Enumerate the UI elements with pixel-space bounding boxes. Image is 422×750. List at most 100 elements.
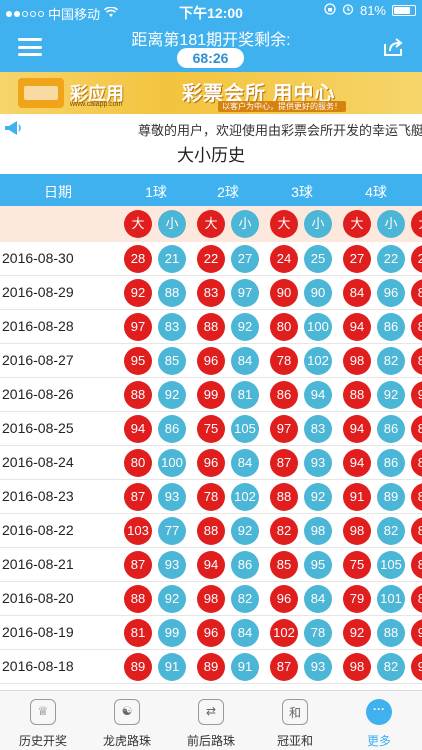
small-count-ball: 92 (377, 381, 405, 409)
big-count-ball: 97 (124, 313, 152, 341)
menu-button[interactable] (18, 38, 42, 56)
small-count-ball: 21 (158, 245, 186, 273)
big-count-ball: 75 (197, 415, 225, 443)
tab-dragon-tiger[interactable]: ☯ 龙虎路珠 (85, 691, 169, 750)
small-count-ball: 105 (231, 415, 259, 443)
big-count-ball: 86 (270, 381, 298, 409)
tab-trophy[interactable]: ♕ 历史开奖 (1, 691, 85, 750)
top-bar: 中国移动 下午12:00 81% 距离第181期开奖剩余: 68:26 (0, 0, 422, 72)
banner-slogan: 彩票会所 用中心 (182, 83, 336, 105)
status-bar: 中国移动 下午12:00 81% (0, 0, 422, 22)
megaphone-icon (5, 121, 21, 135)
column-header-ball-4: 4球 (365, 184, 387, 200)
carrier-signal: 中国移动 (6, 4, 119, 23)
small-count-ball: 93 (304, 449, 332, 477)
tab-sum[interactable]: 和冠亚和 (253, 691, 337, 750)
big-count-ball: 90 (411, 619, 422, 647)
big-count-ball: 95 (124, 347, 152, 375)
small-count-ball: 88 (158, 279, 186, 307)
small-count-ball: 27 (231, 245, 259, 273)
big-count-ball: 96 (197, 347, 225, 375)
table-row: 2016-08-238793781028892918987 (0, 480, 422, 514)
small-legend-ball: 小 (158, 210, 186, 238)
small-count-ball: 86 (231, 551, 259, 579)
history-table[interactable]: 2016-08-302821222724252722222016-08-2992… (0, 242, 422, 687)
small-count-ball: 102 (304, 347, 332, 375)
small-count-ball: 92 (231, 517, 259, 545)
big-count-ball: 22 (197, 245, 225, 273)
big-count-ball: 78 (197, 483, 225, 511)
big-count-ball: 87 (124, 551, 152, 579)
small-count-ball: 85 (158, 347, 186, 375)
table-row: 2016-08-259486751059783948688 (0, 412, 422, 446)
small-count-ball: 97 (231, 279, 259, 307)
big-count-ball: 94 (343, 415, 371, 443)
small-legend-ball: 小 (304, 210, 332, 238)
rotation-lock-icon (324, 3, 336, 18)
share-button[interactable] (382, 36, 404, 58)
column-header-ball-1: 1球 (145, 184, 167, 200)
row-date: 2016-08-24 (2, 454, 74, 470)
big-count-ball: 91 (343, 483, 371, 511)
big-count-ball: 82 (270, 517, 298, 545)
big-count-ball: 83 (411, 517, 422, 545)
row-date: 2016-08-18 (2, 658, 74, 674)
big-count-ball: 88 (343, 381, 371, 409)
small-count-ball: 84 (231, 347, 259, 375)
big-count-ball: 96 (197, 449, 225, 477)
more-icon: ··· (366, 699, 392, 725)
tab-front-back[interactable]: ⇄ 前后路珠 (169, 691, 253, 750)
big-count-ball: 84 (343, 279, 371, 307)
big-count-ball: 80 (270, 313, 298, 341)
tab-label: 前后路珠 (186, 734, 235, 748)
small-legend-ball: 小 (231, 210, 259, 238)
big-count-ball: 98 (197, 585, 225, 613)
bottom-tab-bar: ♕ 历史开奖 ☯ 龙虎路珠 ⇄ 前后路珠 和冠亚和 ··· 更多 (0, 690, 422, 750)
big-count-ball: 88 (197, 517, 225, 545)
small-count-ball: 92 (304, 483, 332, 511)
small-count-ball: 95 (304, 551, 332, 579)
tab-more[interactable]: ··· 更多 (337, 691, 421, 750)
small-count-ball: 22 (377, 245, 405, 273)
small-count-ball: 88 (377, 619, 405, 647)
row-date: 2016-08-23 (2, 488, 74, 504)
status-time: 下午12:00 (179, 5, 243, 21)
small-count-ball: 93 (158, 483, 186, 511)
big-count-ball: 79 (343, 585, 371, 613)
big-count-ball: 88 (124, 381, 152, 409)
big-count-ball: 94 (343, 313, 371, 341)
big-legend-ball: 大 (411, 210, 422, 238)
row-date: 2016-08-28 (2, 318, 74, 334)
status-right: 81% (324, 3, 416, 18)
sum-icon-glyph: 和 (288, 706, 301, 720)
big-count-ball: 24 (270, 245, 298, 273)
countdown-label: 距离第181期开奖剩余: (131, 32, 291, 49)
trophy-icon-glyph: ♕ (37, 704, 49, 718)
ad-banner[interactable]: 彩应用 www.caiapp.com 彩票会所 用中心 以客户为中心，提供更好的… (0, 72, 422, 114)
big-count-ball: 92 (411, 653, 422, 681)
big-count-ball: 96 (197, 619, 225, 647)
date-column-header: 日期 (44, 184, 72, 200)
trophy-icon: ♕ (30, 699, 56, 725)
row-date: 2016-08-30 (2, 250, 74, 266)
big-count-ball: 87 (270, 653, 298, 681)
big-count-ball: 85 (270, 551, 298, 579)
big-count-ball: 94 (343, 449, 371, 477)
big-count-ball: 88 (270, 483, 298, 511)
big-count-ball: 96 (270, 585, 298, 613)
big-count-ball: 86 (411, 347, 422, 375)
page-title: 大小历史 (177, 146, 245, 165)
more-icon-glyph: ··· (373, 702, 385, 716)
small-count-ball: 90 (304, 279, 332, 307)
banner-brand: 彩应用 (70, 84, 124, 104)
big-count-ball: 88 (197, 313, 225, 341)
big-count-ball: 98 (343, 517, 371, 545)
table-row: 2016-08-221037788928298988283 (0, 514, 422, 548)
row-date: 2016-08-25 (2, 420, 74, 436)
table-row: 2016-08-208892988296847910188 (0, 582, 422, 616)
sum-icon: 和 (282, 699, 308, 725)
small-count-ball: 83 (158, 313, 186, 341)
